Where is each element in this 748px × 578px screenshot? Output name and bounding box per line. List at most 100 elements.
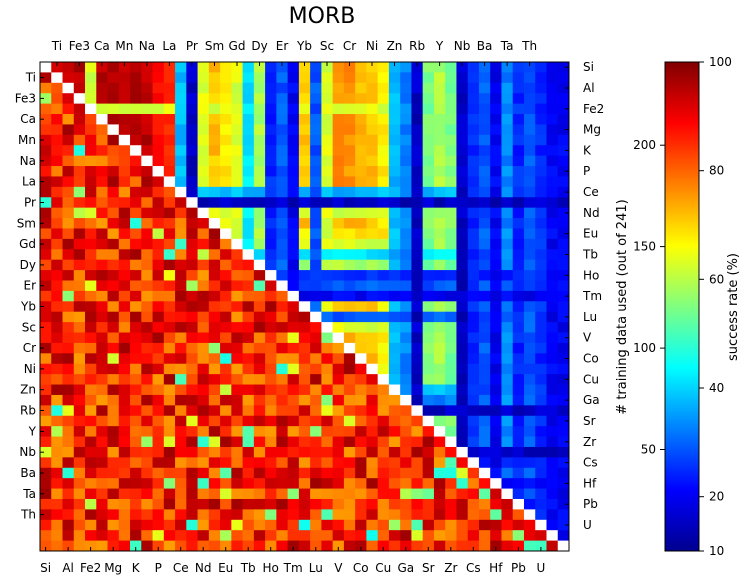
heatmap-cell-upper — [332, 114, 345, 125]
heatmap-cell-lower — [265, 498, 277, 510]
heatmap-cell-lower — [186, 394, 198, 406]
colorbar-tick-label: 10 — [709, 544, 724, 558]
heatmap-cell-upper — [456, 238, 469, 250]
heatmap-cell-diagonal — [411, 405, 424, 417]
heatmap-cell-lower — [85, 134, 97, 146]
heatmap-cell-upper — [310, 93, 322, 105]
heatmap-cell-upper — [377, 259, 390, 271]
heatmap-cell-lower — [51, 249, 63, 261]
heatmap-cell-lower — [96, 353, 108, 365]
heatmap-cell-lower — [40, 509, 52, 521]
heatmap-cell-upper — [478, 280, 491, 292]
heatmap-cell-upper — [411, 197, 424, 209]
heatmap-cell-lower — [197, 301, 210, 313]
heatmap-cell-lower — [456, 519, 469, 531]
heatmap-cell-upper — [298, 218, 311, 229]
heatmap-cell-upper — [366, 270, 379, 281]
heatmap-cell-lower — [73, 446, 86, 458]
heatmap-cell-lower — [197, 426, 210, 437]
heatmap-cell-lower — [175, 353, 187, 365]
heatmap-cell-lower — [96, 478, 108, 489]
heatmap-cell-lower — [107, 249, 120, 261]
heatmap-cell-lower — [310, 332, 322, 344]
heatmap-cell-upper — [310, 62, 322, 73]
heatmap-cell-lower — [186, 530, 198, 541]
heatmap-cell-lower — [85, 114, 97, 125]
heatmap-cell-upper — [490, 457, 502, 469]
heatmap-cell-upper — [332, 145, 345, 157]
heatmap-cell-upper — [411, 145, 424, 157]
heatmap-cell-upper — [366, 124, 379, 136]
bottom-tick-label: Sr — [422, 561, 435, 575]
heatmap-cell-upper — [332, 259, 345, 271]
heatmap-cell-upper — [107, 93, 120, 105]
heatmap-cell-upper — [287, 166, 300, 177]
heatmap-cell-lower — [208, 270, 221, 281]
heatmap-cell-lower — [107, 394, 120, 406]
heatmap-cell-lower — [51, 155, 63, 167]
heatmap-cell-lower — [96, 186, 108, 198]
heatmap-cell-upper — [535, 478, 547, 489]
heatmap-cell-lower — [107, 259, 120, 271]
heatmap-cell-upper — [445, 426, 457, 437]
heatmap-cell-lower — [62, 405, 75, 417]
heatmap-cell-lower — [411, 457, 424, 469]
heatmap-cell-lower — [197, 467, 210, 479]
heatmap-cell-lower — [388, 436, 401, 448]
heatmap-cell-lower — [118, 301, 131, 313]
heatmap-cell-upper — [546, 342, 559, 354]
heatmap-cell-upper — [467, 93, 480, 105]
heatmap-cell-upper — [411, 72, 424, 84]
heatmap-cell-lower — [388, 498, 401, 510]
heatmap-cell-lower — [265, 488, 277, 500]
heatmap-cell-upper — [366, 353, 379, 365]
heatmap-cell-lower — [366, 436, 379, 448]
heatmap-cell-upper — [523, 197, 536, 209]
heatmap-cell-diagonal — [355, 353, 367, 365]
heatmap-cell-upper — [546, 467, 559, 479]
heatmap-cell-upper — [546, 82, 559, 94]
heatmap-cell-upper — [152, 62, 165, 73]
heatmap-cell-upper — [118, 124, 131, 136]
heatmap-cell-lower — [118, 218, 131, 229]
heatmap-cell-lower — [298, 467, 311, 479]
heatmap-cell-upper — [141, 124, 153, 136]
heatmap-cell-upper — [501, 426, 514, 437]
heatmap-cell-lower — [107, 363, 120, 375]
heatmap-cell-lower — [276, 415, 289, 427]
heatmap-cell-upper — [253, 82, 266, 94]
heatmap-cell-upper — [152, 134, 165, 146]
heatmap-cell-upper — [220, 207, 232, 219]
heatmap-cell-lower — [51, 498, 63, 510]
heatmap-cell-upper — [535, 62, 547, 73]
heatmap-cell-upper — [253, 249, 266, 261]
heatmap-cell-upper — [208, 166, 221, 177]
heatmap-cell-diagonal — [242, 249, 255, 261]
heatmap-cell-upper — [546, 166, 559, 177]
heatmap-cell-lower — [343, 394, 356, 406]
heatmap-cell-lower — [152, 384, 165, 396]
heatmap-cell-lower — [175, 374, 187, 385]
heatmap-cell-upper — [445, 290, 457, 302]
heatmap-cell-upper — [355, 145, 367, 157]
heatmap-cell-upper — [535, 134, 547, 146]
heatmap-cell-lower — [220, 311, 232, 323]
heatmap-cell-upper — [478, 384, 491, 396]
heatmap-cell-lower — [298, 498, 311, 510]
heatmap-cell-upper — [253, 186, 266, 198]
heatmap-cell-lower — [73, 114, 86, 125]
heatmap-cell-upper — [355, 176, 367, 188]
heatmap-cell-lower — [107, 155, 120, 167]
heatmap-cell-lower — [96, 488, 108, 500]
heatmap-cell-upper — [175, 134, 187, 146]
heatmap-cell-upper — [422, 290, 435, 302]
heatmap-cell-upper — [546, 114, 559, 125]
heatmap-cell-lower — [175, 415, 187, 427]
heatmap-cell-lower — [175, 207, 187, 219]
heatmap-cell-lower — [366, 530, 379, 541]
heatmap-cell-lower — [96, 374, 108, 385]
heatmap-cell-lower — [197, 353, 210, 365]
heatmap-cell-lower — [163, 218, 176, 229]
heatmap-cell-upper — [501, 145, 514, 157]
heatmap-cell-upper — [467, 259, 480, 271]
